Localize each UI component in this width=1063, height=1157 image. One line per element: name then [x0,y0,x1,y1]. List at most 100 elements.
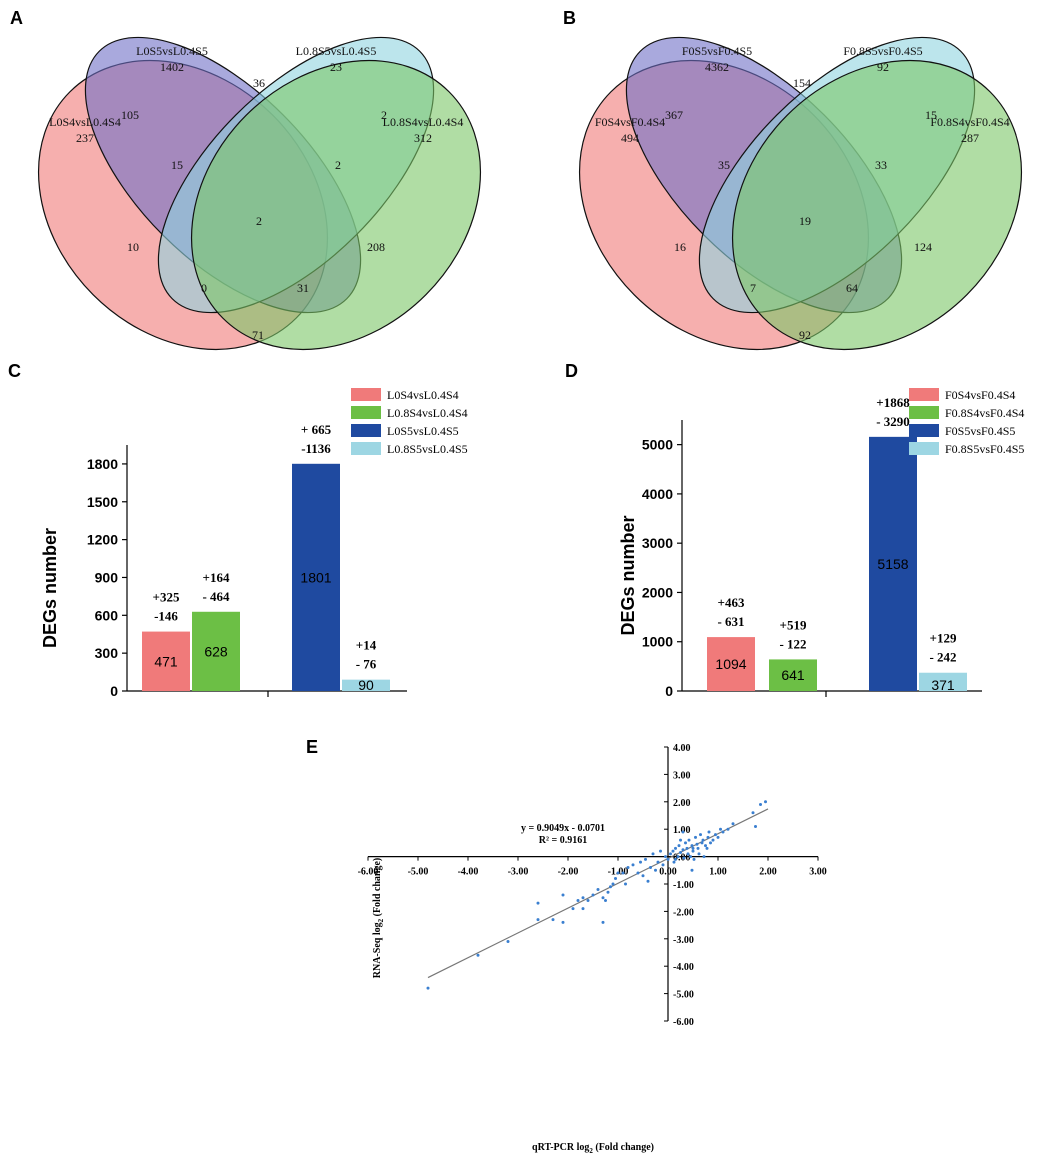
legend-swatch [909,406,939,419]
venn-a-region-count: 2 [256,214,262,228]
y-tick-label: -3.00 [673,935,694,946]
panel-label-c: C [8,361,21,381]
data-point [674,857,677,861]
venn-b-set-count-1: 494 [621,131,639,145]
data-point [726,827,730,831]
venn-b-set-count-4: 287 [961,131,979,145]
data-point [716,835,720,839]
bar-value-label: 641 [781,667,805,683]
data-point [601,920,605,924]
data-point [641,874,645,878]
data-point [714,833,717,837]
bar-chart-d: 0 1000 2000 3000 4000 5000 DEGs number 1094 +463… [618,388,1024,699]
venn-b-region-count: 7 [750,281,756,295]
venn-b-region-count: 124 [914,240,932,254]
data-point [666,857,670,861]
data-point [687,838,691,842]
trendline [427,808,769,979]
y-tick-label: 1500 [87,494,118,510]
data-point [704,844,707,848]
data-point [754,824,757,828]
x-tick-label: 1.00 [709,867,727,878]
data-point [709,841,712,845]
legend-swatch [909,424,939,437]
panel-label-a: A [10,8,23,28]
data-point [536,918,540,922]
data-point [601,896,605,900]
venn-a-region-count: 0 [201,281,207,295]
bar-chart-c: 0 300 600 900 1200 1500 1800 DEGs number 471 +325… [40,388,468,699]
y-tick-label: 0 [110,683,118,699]
data-point [705,846,709,850]
data-point [671,849,675,853]
legend-swatch [909,388,939,401]
venn-b-region-count: 33 [875,158,887,172]
data-point [679,838,682,842]
venn-diagram-a: L0S4vsL0.4S4 237 L0S5vsL0.4S5 1402 L0.8S… [37,36,482,351]
x-tick-label: -4.00 [458,867,479,878]
legend-label: L0.8S5vsL0.4S5 [387,442,468,456]
venn-b-region-count: 64 [846,281,858,295]
y-tick-label: 5000 [642,437,673,453]
data-point [621,871,625,875]
data-point [596,887,600,891]
y-tick-label: -2.00 [673,907,694,918]
x-tick-label: -3.00 [508,867,529,878]
venn-a-set-label-2: L0S5vsL0.4S5 [136,44,208,58]
data-point [679,850,682,854]
data-point [674,846,677,850]
data-point [681,830,685,834]
bar [707,637,755,691]
data-point [611,882,615,886]
y-tick-label: 1000 [642,634,673,650]
data-point [631,863,635,867]
x-tick-label: -2.00 [558,867,579,878]
data-point [626,866,630,870]
legend-swatch [909,442,939,455]
bar-value-label: 371 [931,677,955,693]
data-point [571,907,575,911]
r-squared: R² = 0.9161 [539,835,587,846]
venn-b-ellipse-4 [731,59,1023,351]
y-axis-label: DEGs number [40,528,60,648]
data-point [759,803,762,807]
venn-b-region-count: 16 [674,240,686,254]
venn-b-region-count: 35 [718,158,730,172]
data-point [636,871,640,875]
data-point [676,855,680,859]
data-point [701,838,705,842]
data-point [639,860,642,864]
data-point [719,827,722,831]
venn-b-set-label-3: F0.8S5vsF0.4S5 [843,44,922,58]
data-point [576,898,580,902]
data-point [696,846,700,850]
y-tick-label: 2.00 [673,798,691,809]
scatter-plot-e: -6.00 -5.00 -4.00 -3.00 -2.00 -1.00 0.00 1.00 2.… [358,743,827,1155]
data-point [707,830,711,834]
legend-swatch [351,406,381,419]
y-tick-label: -5.00 [673,990,694,1001]
venn-a-region-count: 105 [121,108,139,122]
data-point [581,896,585,900]
data-point [616,871,620,875]
venn-a-set-label-4: L0.8S4vsL0.4S4 [383,115,464,129]
venn-a-region-count: 31 [297,281,309,295]
data-point [536,901,540,905]
venn-a-set-count-4: 312 [414,131,432,145]
data-point [686,852,690,856]
data-point [672,860,676,864]
data-point [682,856,686,860]
venn-b-set-label-4: F0.8S4vsF0.4S4 [930,115,1009,129]
y-tick-label: 1200 [87,532,118,548]
y-tick-label: 1.00 [673,825,691,836]
data-point [694,835,697,839]
data-point [684,841,687,845]
venn-a-region-count: 2 [381,108,387,122]
bar-down-label: - 3290 [876,414,910,429]
data-point [649,866,652,870]
y-tick-label: 1800 [87,456,118,472]
venn-b-region-count: 92 [799,328,811,342]
bar-value-label: 1801 [300,569,331,585]
y-tick-label: -1.00 [673,880,694,891]
bar [919,672,967,691]
